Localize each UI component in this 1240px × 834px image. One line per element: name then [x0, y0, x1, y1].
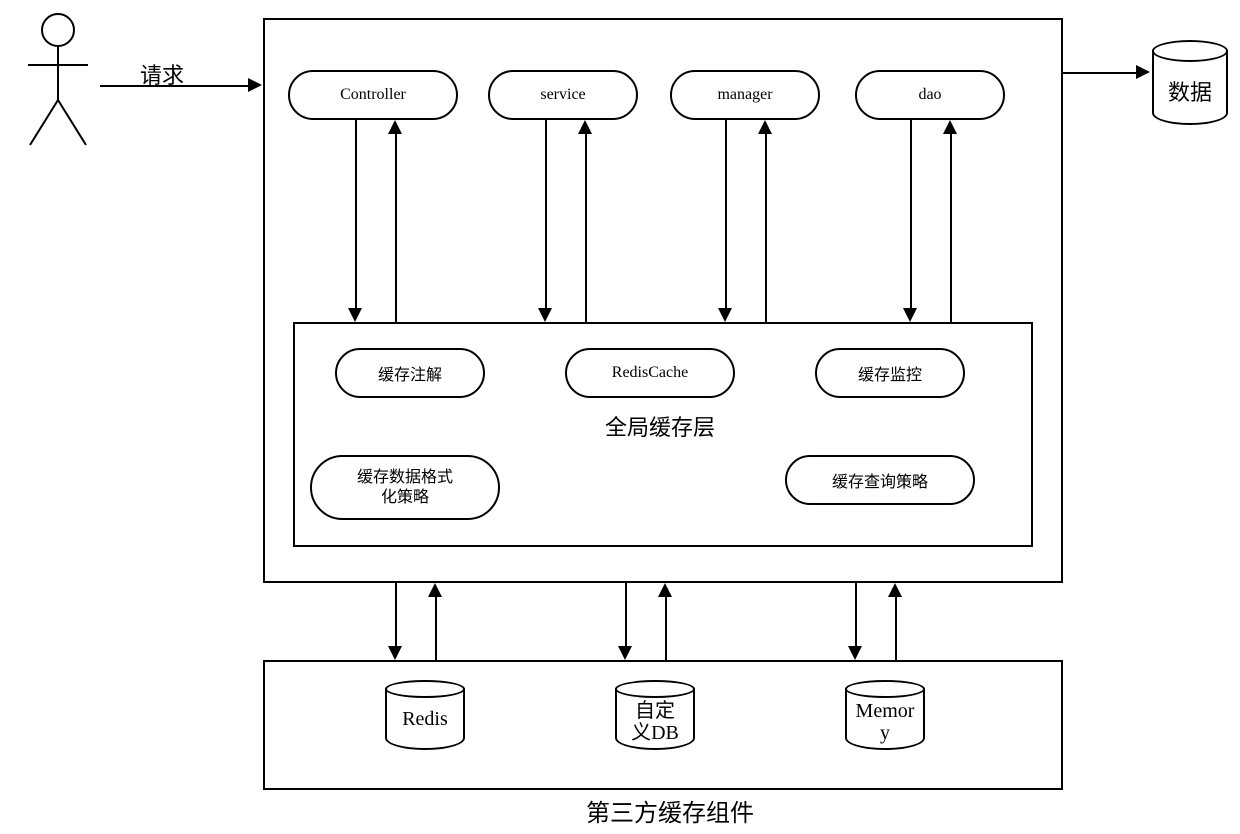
arrow-manager-up: [765, 132, 767, 322]
custom-db-label: 自定义DB: [615, 700, 695, 744]
arrow-service-up-head: [578, 120, 592, 134]
manager-node: manager: [670, 70, 820, 120]
custom-db-cylinder: 自定义DB: [615, 680, 695, 752]
redis-cylinder: Redis: [385, 680, 465, 752]
arrow-to-db-head: [1136, 65, 1150, 79]
cache-annotation-node: 缓存注解: [335, 348, 485, 398]
arrow-controller-down-head: [348, 308, 362, 322]
arrow-service-down: [545, 120, 547, 310]
arrow-controller-up-head: [388, 120, 402, 134]
arrow-3p-1-up-head: [428, 583, 442, 597]
arrow-dao-up: [950, 132, 952, 322]
arrow-3p-2-up: [665, 595, 667, 660]
arrow-3p-3-down-head: [848, 646, 862, 660]
arrow-service-down-head: [538, 308, 552, 322]
arrow-3p-3-up-head: [888, 583, 902, 597]
dao-node: dao: [855, 70, 1005, 120]
controller-label: Controller: [340, 86, 406, 104]
controller-node: Controller: [288, 70, 458, 120]
memory-label: Memory: [845, 700, 925, 744]
database-cylinder: 数据: [1152, 40, 1228, 125]
actor-icon: [18, 10, 98, 150]
service-label: service: [540, 86, 585, 104]
arrow-controller-up: [395, 132, 397, 322]
cache-query-strategy-label: 缓存查询策略: [832, 468, 928, 492]
memory-cylinder: Memory: [845, 680, 925, 752]
cache-layer-title: 全局缓存层: [590, 410, 730, 442]
cache-query-strategy-node: 缓存查询策略: [785, 455, 975, 505]
cache-format-strategy-node: 缓存数据格式化策略: [310, 455, 500, 520]
arrow-3p-1-down: [395, 583, 397, 648]
cache-monitor-label: 缓存监控: [858, 361, 922, 385]
manager-label: manager: [717, 86, 772, 104]
arrow-3p-3-down: [855, 583, 857, 648]
third-party-title: 第三方缓存组件: [580, 793, 760, 828]
cache-format-strategy-label: 缓存数据格式化策略: [347, 468, 463, 506]
arrow-dao-down-head: [903, 308, 917, 322]
arrow-3p-1-up: [435, 595, 437, 660]
arrow-to-db: [1063, 72, 1138, 74]
arrow-3p-2-down-head: [618, 646, 632, 660]
request-label: 请求: [140, 58, 184, 90]
arrow-manager-up-head: [758, 120, 772, 134]
service-node: service: [488, 70, 638, 120]
redis-label: Redis: [385, 708, 465, 731]
arrow-3p-2-down: [625, 583, 627, 648]
arrow-3p-3-up: [895, 595, 897, 660]
redis-cache-label: RedisCache: [612, 364, 688, 382]
architecture-diagram: 请求 Controller service manager dao 缓存注解 R…: [0, 0, 1240, 834]
database-label: 数据: [1152, 75, 1228, 107]
arrow-3p-2-up-head: [658, 583, 672, 597]
arrow-dao-up-head: [943, 120, 957, 134]
dao-label: dao: [918, 86, 941, 104]
arrow-3p-1-down-head: [388, 646, 402, 660]
arrow-manager-down-head: [718, 308, 732, 322]
arrow-manager-down: [725, 120, 727, 310]
cache-monitor-node: 缓存监控: [815, 348, 965, 398]
request-arrow-head: [248, 78, 262, 92]
cache-annotation-label: 缓存注解: [378, 361, 442, 385]
redis-cache-node: RedisCache: [565, 348, 735, 398]
arrow-service-up: [585, 132, 587, 322]
arrow-dao-down: [910, 120, 912, 310]
arrow-controller-down: [355, 120, 357, 310]
